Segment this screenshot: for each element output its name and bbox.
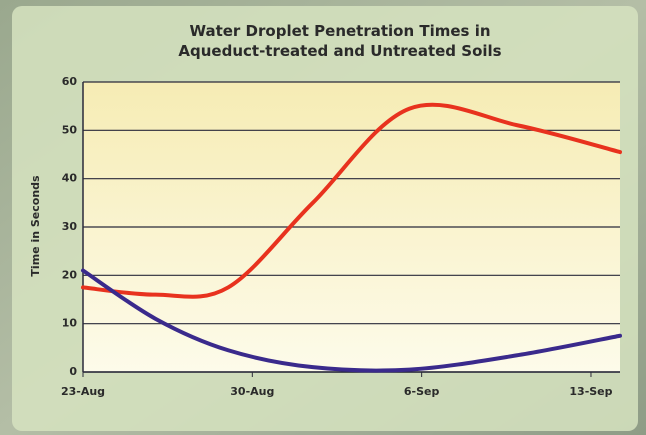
y-tick-label: 10 [62,317,78,330]
x-tick-label: 30-Aug [230,385,274,398]
x-tick-label: 13-Sep [569,385,612,398]
x-tick-label: 6-Sep [404,385,440,398]
y-tick-label: 20 [62,268,78,281]
y-tick-label: 40 [62,172,78,185]
y-tick-label: 30 [62,220,78,233]
y-tick-label: 0 [69,365,77,378]
y-axis-label: Time in Seconds [29,175,42,277]
y-tick-label: 50 [62,123,78,136]
y-tick-label: 60 [62,75,78,88]
chart: Water Droplet Penetration Times inAquedu… [0,0,646,435]
x-tick-label: 23-Aug [61,385,105,398]
